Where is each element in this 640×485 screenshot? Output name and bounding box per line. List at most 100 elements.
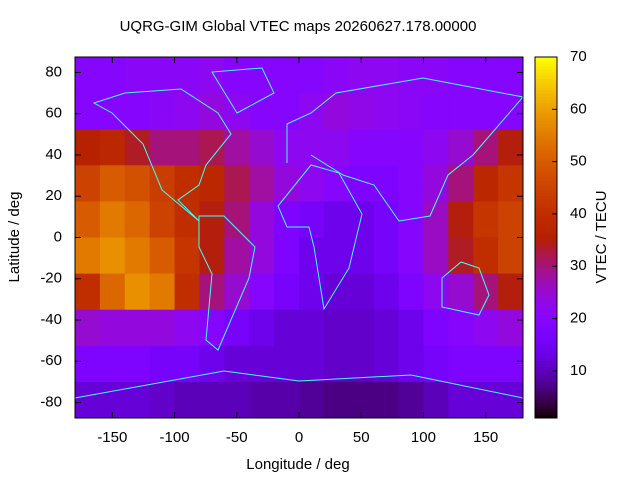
- heatmap-cell: [124, 345, 151, 383]
- heatmap-cell: [348, 129, 375, 166]
- heatmap-cell: [373, 129, 400, 166]
- heatmap-cell: [274, 237, 300, 275]
- colorbar-step: [535, 72, 557, 76]
- heatmap-cell: [124, 57, 151, 94]
- heatmap-cell: [398, 237, 424, 275]
- heatmap-cell: [174, 309, 200, 347]
- colorbar-step: [535, 183, 557, 187]
- x-tick-label: -150: [97, 429, 127, 446]
- heatmap-cell: [199, 57, 225, 94]
- colorbar-step: [535, 156, 557, 160]
- heatmap-cell: [348, 201, 375, 238]
- heatmap-cell: [299, 93, 325, 130]
- colorbar-step: [535, 57, 557, 61]
- heatmap-cell: [398, 309, 424, 347]
- colorbar-tick-label: 60: [570, 100, 587, 117]
- colorbar-step: [535, 297, 557, 302]
- heatmap-cell: [398, 201, 424, 238]
- colorbar-step: [535, 288, 557, 293]
- heatmap-cell: [224, 237, 250, 275]
- colorbar-step: [535, 339, 557, 344]
- heatmap-cell: [498, 345, 524, 383]
- colorbar-step: [535, 366, 557, 371]
- heatmap-cell: [174, 57, 200, 94]
- heatmap-cell: [249, 381, 275, 419]
- heatmap-cell: [124, 381, 151, 419]
- colorbar-step: [535, 246, 557, 251]
- colorbar-step: [535, 399, 557, 404]
- heatmap-cell: [423, 237, 449, 275]
- colorbar-step: [535, 414, 557, 419]
- colorbar-step: [535, 144, 557, 148]
- heatmap-cell: [473, 237, 499, 275]
- heatmap-cell: [149, 201, 176, 238]
- colorbar-step: [535, 213, 557, 217]
- colorbar-step: [535, 282, 557, 287]
- colorbar-step: [535, 348, 557, 353]
- heatmap-cell: [398, 273, 424, 311]
- heatmap-cell: [99, 57, 126, 94]
- heatmap-cell: [174, 93, 200, 130]
- heatmap-cell: [299, 237, 325, 275]
- heatmap-cell: [99, 309, 126, 347]
- colorbar-step: [535, 312, 557, 317]
- colorbar-step: [535, 96, 557, 100]
- colorbar-step: [535, 114, 557, 118]
- heatmap-cell: [448, 129, 474, 166]
- colorbar-step: [535, 249, 557, 254]
- heatmap-cell: [149, 93, 176, 130]
- heatmap-cell: [448, 201, 474, 238]
- colorbar-step: [535, 381, 557, 386]
- heatmap-cell: [249, 57, 275, 94]
- heatmap-cell: [199, 129, 225, 166]
- colorbar-step: [535, 147, 557, 151]
- heatmap-cell: [373, 57, 400, 94]
- colorbar-step: [535, 60, 557, 64]
- colorbar-step: [535, 252, 557, 257]
- x-tick-label: 100: [411, 429, 436, 446]
- colorbar-step: [535, 126, 557, 130]
- colorbar-step: [535, 177, 557, 181]
- colorbar-step: [535, 192, 557, 196]
- colorbar-step: [535, 363, 557, 368]
- heatmap-cell: [498, 237, 524, 275]
- colorbar-step: [535, 66, 557, 70]
- colorbar-step: [535, 210, 557, 214]
- x-tick-label: 50: [353, 429, 370, 446]
- heatmap-cell: [448, 165, 474, 202]
- x-axis-label: Longitude / deg: [246, 456, 349, 473]
- coastline: [92, 88, 232, 222]
- heatmap-cell: [249, 201, 275, 238]
- y-axis-label: Latitude / deg: [6, 192, 23, 283]
- colorbar-step: [535, 285, 557, 290]
- heatmap-cell: [199, 165, 225, 202]
- colorbar-step: [535, 186, 557, 190]
- heatmap-cell: [149, 129, 176, 166]
- heatmap-cell: [75, 237, 101, 275]
- heatmap-cell: [423, 93, 449, 130]
- heatmap-cell: [423, 129, 449, 166]
- heatmap-cell: [99, 129, 126, 166]
- colorbar-step: [535, 219, 557, 223]
- colorbar-step: [535, 300, 557, 305]
- heatmap-cell: [398, 381, 424, 419]
- heatmap-cell: [423, 381, 449, 419]
- heatmap-cell: [274, 381, 300, 419]
- colorbar-step: [535, 375, 557, 380]
- heatmap-cell: [274, 273, 300, 311]
- colorbar-tick-label: 20: [570, 310, 587, 327]
- heatmap-cell: [174, 201, 200, 238]
- y-tick-label: -60: [40, 352, 62, 369]
- colorbar-step: [535, 168, 557, 172]
- heatmap-cell: [174, 237, 200, 275]
- colorbar-step: [535, 357, 557, 362]
- colorbar-tick-label: 40: [570, 205, 587, 222]
- colorbar-step: [535, 276, 557, 281]
- heatmap-cell: [199, 273, 225, 311]
- colorbar-step: [535, 222, 557, 226]
- colorbar-step: [535, 189, 557, 193]
- heatmap-cell: [174, 345, 200, 383]
- coastline: [211, 67, 275, 114]
- heatmap-cell: [423, 273, 449, 311]
- y-tick-label: 80: [45, 63, 62, 80]
